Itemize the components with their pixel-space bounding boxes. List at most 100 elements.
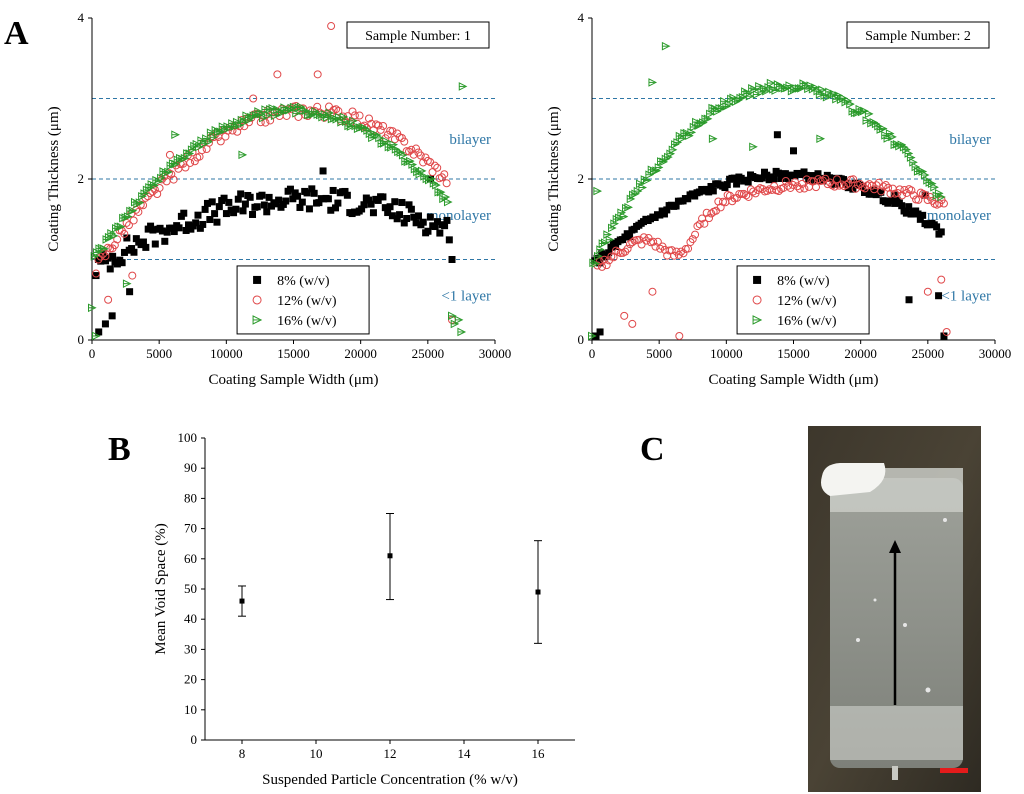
y-tick-label: 100 — [178, 430, 198, 445]
data-point — [431, 223, 439, 231]
x-tick-label: 20000 — [844, 346, 877, 361]
data-point — [416, 151, 425, 160]
series-s8 — [92, 167, 456, 336]
particle — [925, 687, 931, 693]
y-tick-label: 4 — [78, 10, 85, 25]
data-point — [656, 211, 664, 219]
legend-entry: 8% (w/v) — [277, 274, 330, 289]
data-point — [181, 163, 190, 172]
data-point — [937, 275, 946, 284]
data-point — [593, 261, 602, 270]
data-point — [828, 174, 836, 182]
data-point — [97, 257, 105, 265]
data-point — [319, 167, 327, 175]
data-point-group — [238, 585, 246, 617]
data-point — [902, 209, 910, 217]
data-point — [679, 249, 688, 258]
data-point — [672, 202, 680, 210]
data-point — [419, 218, 427, 226]
data-point — [263, 208, 271, 216]
particle — [856, 638, 860, 642]
data-point — [628, 238, 637, 247]
x-tick-label: 25000 — [412, 346, 445, 361]
data-point-group — [386, 513, 394, 601]
data-point — [923, 287, 932, 296]
data-point — [733, 180, 741, 188]
data-point — [805, 176, 813, 184]
data-point — [273, 70, 282, 79]
data-point — [123, 234, 131, 242]
data-point — [150, 185, 159, 194]
series-s16 — [88, 82, 468, 341]
data-point — [433, 163, 442, 172]
data-point — [170, 228, 178, 236]
data-point — [381, 204, 389, 212]
legend-entry: 16% (w/v) — [277, 314, 337, 329]
data-point — [134, 207, 143, 216]
legend-box — [236, 265, 370, 335]
data-point — [598, 262, 607, 271]
data-point — [379, 193, 387, 201]
data-point — [600, 255, 609, 264]
data-point — [675, 331, 684, 340]
x-tick-label: 25000 — [912, 346, 945, 361]
data-point — [784, 181, 793, 190]
data-point — [332, 204, 340, 212]
data-point — [795, 184, 804, 193]
data-point — [303, 189, 311, 197]
data-point — [812, 177, 820, 185]
data-point — [315, 199, 323, 207]
data-point — [246, 193, 254, 201]
data-point — [660, 210, 668, 218]
data-point — [877, 188, 885, 196]
data-point — [334, 199, 342, 207]
data-point — [249, 210, 257, 218]
x-axis-title: Coating Sample Width (μm) — [208, 372, 378, 388]
data-point — [391, 198, 399, 206]
x-tick-label: 30000 — [479, 346, 512, 361]
data-point — [386, 203, 394, 211]
data-point — [445, 236, 453, 244]
zone-label: monolayer — [927, 208, 991, 224]
data-point — [327, 22, 336, 31]
data-point — [215, 203, 223, 211]
data-point — [763, 171, 771, 179]
data-point — [350, 111, 359, 120]
data-point — [113, 260, 121, 268]
data-point — [201, 205, 209, 213]
data-point — [367, 200, 375, 208]
data-point — [239, 207, 247, 215]
data-point-group — [534, 540, 542, 644]
zone-label: <1 layer — [941, 289, 991, 305]
x-tick-label: 15000 — [777, 346, 810, 361]
data-point — [398, 198, 406, 206]
data-point — [376, 125, 385, 134]
data-point — [877, 187, 886, 196]
data-point — [120, 248, 128, 256]
data-point — [109, 252, 117, 260]
data-point — [216, 137, 225, 146]
glass-slide — [830, 478, 963, 768]
data-point — [379, 121, 388, 130]
data-point — [163, 228, 171, 236]
data-point — [688, 235, 697, 244]
data-point — [161, 237, 169, 245]
data-point — [649, 237, 658, 246]
data-point — [410, 213, 418, 221]
data-point — [400, 219, 408, 227]
data-point — [275, 196, 283, 204]
data-point — [95, 328, 103, 336]
series-s16 — [588, 41, 946, 341]
zone-label: monolayer — [427, 208, 491, 224]
y-tick-label: 10 — [184, 702, 197, 717]
data-point — [266, 116, 275, 125]
data-point — [101, 320, 109, 328]
data-point — [905, 185, 914, 194]
data-point — [709, 187, 717, 195]
data-point — [360, 201, 368, 209]
data-point — [793, 182, 802, 191]
data-point — [749, 187, 758, 196]
data-point — [863, 181, 872, 190]
slide-drip — [892, 766, 898, 780]
